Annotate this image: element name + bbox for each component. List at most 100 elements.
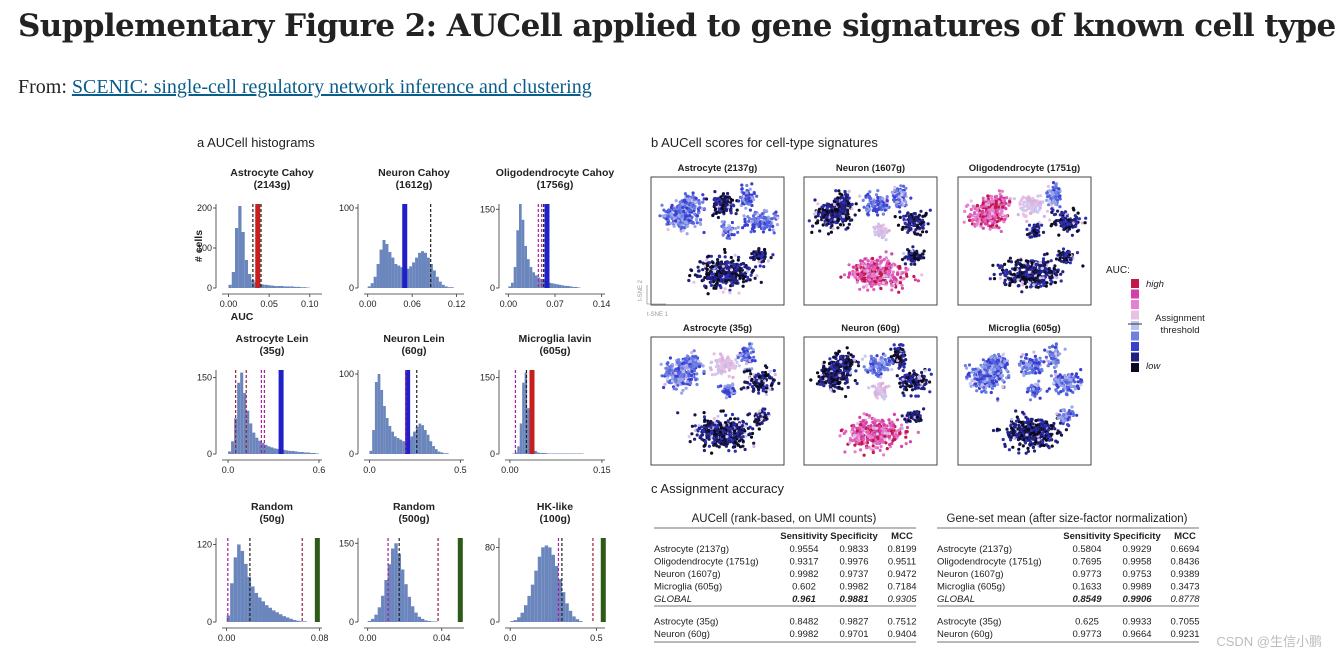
tsne-point xyxy=(675,374,679,378)
tsne-point xyxy=(1038,261,1042,265)
tsne-point xyxy=(713,372,717,376)
tsne-point xyxy=(672,224,676,228)
tsne-point xyxy=(763,252,767,256)
histogram-bar xyxy=(235,228,239,288)
tsne-point xyxy=(718,430,723,434)
tsne-point xyxy=(726,358,731,362)
tsne-point xyxy=(1025,272,1029,276)
tsne-point xyxy=(716,414,720,418)
histogram-bar xyxy=(291,450,295,454)
histogram-bar xyxy=(383,406,386,454)
tsne-point xyxy=(724,195,728,199)
tsne-point xyxy=(688,359,693,364)
histogram-bar xyxy=(537,556,542,622)
tsne-point xyxy=(694,378,698,382)
tsne-point xyxy=(768,369,772,373)
tsne-point xyxy=(751,348,755,352)
tsne-point xyxy=(844,192,848,197)
tsne-point xyxy=(1033,270,1037,274)
histogram-bar xyxy=(267,285,271,288)
histogram-bar xyxy=(296,286,301,288)
tsne-point xyxy=(757,257,761,261)
tsne-point xyxy=(1050,210,1054,214)
tsne-point xyxy=(732,233,736,237)
tsne-point xyxy=(825,215,829,219)
source-article-link[interactable]: SCENIC: single-cell regulatory network i… xyxy=(71,76,592,98)
tsne-point xyxy=(752,252,757,257)
tsne-point xyxy=(745,269,749,273)
tsne-point xyxy=(697,423,701,427)
tsne-point xyxy=(1025,259,1029,263)
tsne-point xyxy=(1008,200,1012,204)
tsne-point xyxy=(755,423,759,427)
histogram-bar xyxy=(417,616,422,622)
tsne-point xyxy=(1020,280,1024,284)
tsne-point xyxy=(721,361,725,365)
tsne-point xyxy=(745,381,750,385)
tsne-point xyxy=(1061,247,1066,251)
tsne-point xyxy=(853,270,857,275)
tsne-point xyxy=(765,374,769,378)
tsne-point xyxy=(729,268,734,272)
tsne-point xyxy=(745,266,749,270)
histogram-bar xyxy=(276,448,280,454)
tsne-point xyxy=(904,203,908,207)
tsne-point xyxy=(897,266,901,270)
tsne-point xyxy=(811,224,815,228)
tsne-point xyxy=(896,223,901,227)
tsne-point xyxy=(1045,281,1049,285)
tsne-point xyxy=(902,194,907,198)
tsne-point xyxy=(706,292,710,296)
histogram-bar xyxy=(521,219,525,288)
tsne-point xyxy=(670,216,674,221)
histogram-subtitle: (500g) xyxy=(399,513,430,525)
tsne-point xyxy=(719,442,723,446)
y-axis-label: # cells xyxy=(193,230,205,262)
histogram-bar xyxy=(516,230,519,288)
histogram-bar xyxy=(289,618,293,622)
histogram-bar xyxy=(517,446,520,454)
tsne-point xyxy=(755,274,759,278)
tsne-point xyxy=(984,222,988,226)
tsne-point xyxy=(913,256,917,261)
tsne-point xyxy=(991,263,995,267)
tsne-point xyxy=(909,262,913,266)
histogram-bar xyxy=(252,432,256,454)
tsne-point xyxy=(858,194,862,198)
x-tick-label: 0.12 xyxy=(448,299,466,309)
tsne-point xyxy=(685,224,690,228)
tsne-point xyxy=(768,228,772,232)
histogram-bar xyxy=(410,436,414,454)
histogram-bar xyxy=(267,446,271,454)
tsne-point xyxy=(728,427,732,431)
histogram-bar xyxy=(517,617,521,622)
histogram-bar xyxy=(555,566,559,622)
histogram-bar xyxy=(559,284,562,288)
tsne-point xyxy=(1056,209,1060,213)
tsne-point xyxy=(737,423,742,427)
tsne-point xyxy=(903,256,907,260)
histogram-bar xyxy=(258,440,262,454)
tsne-point xyxy=(863,264,867,268)
histogram-bar xyxy=(237,382,241,454)
tsne-title: Astrocyte (2137g) xyxy=(678,163,758,174)
tsne-point xyxy=(913,262,917,266)
histogram-bar xyxy=(261,442,265,454)
histogram-bar xyxy=(228,284,232,288)
tsne-point xyxy=(724,444,729,448)
tsne-point xyxy=(1032,283,1036,287)
tsne-point xyxy=(680,366,684,370)
tsne-point xyxy=(719,384,723,388)
tsne-point xyxy=(1020,290,1024,294)
tsne-point xyxy=(736,225,740,229)
tsne-point xyxy=(738,445,743,449)
histogram-bar xyxy=(548,547,552,622)
tsne-point xyxy=(1068,222,1072,226)
tsne-point xyxy=(755,194,759,198)
tsne-point xyxy=(842,273,847,277)
tsne-point xyxy=(681,214,685,218)
tsne-point xyxy=(874,193,879,197)
tsne-point xyxy=(727,374,731,378)
tsne-point xyxy=(987,201,991,205)
tsne-point xyxy=(772,369,776,373)
